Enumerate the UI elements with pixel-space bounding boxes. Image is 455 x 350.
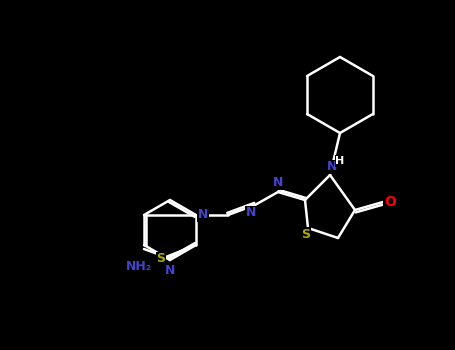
Text: H: H <box>335 156 344 166</box>
Text: N: N <box>327 161 337 174</box>
Text: NH₂: NH₂ <box>126 260 152 273</box>
Text: O: O <box>384 195 396 209</box>
Text: N: N <box>198 209 208 222</box>
Text: N: N <box>246 206 256 219</box>
Text: N: N <box>165 264 175 276</box>
Text: S: S <box>157 252 166 266</box>
Text: S: S <box>302 228 310 240</box>
Text: N: N <box>273 176 283 189</box>
